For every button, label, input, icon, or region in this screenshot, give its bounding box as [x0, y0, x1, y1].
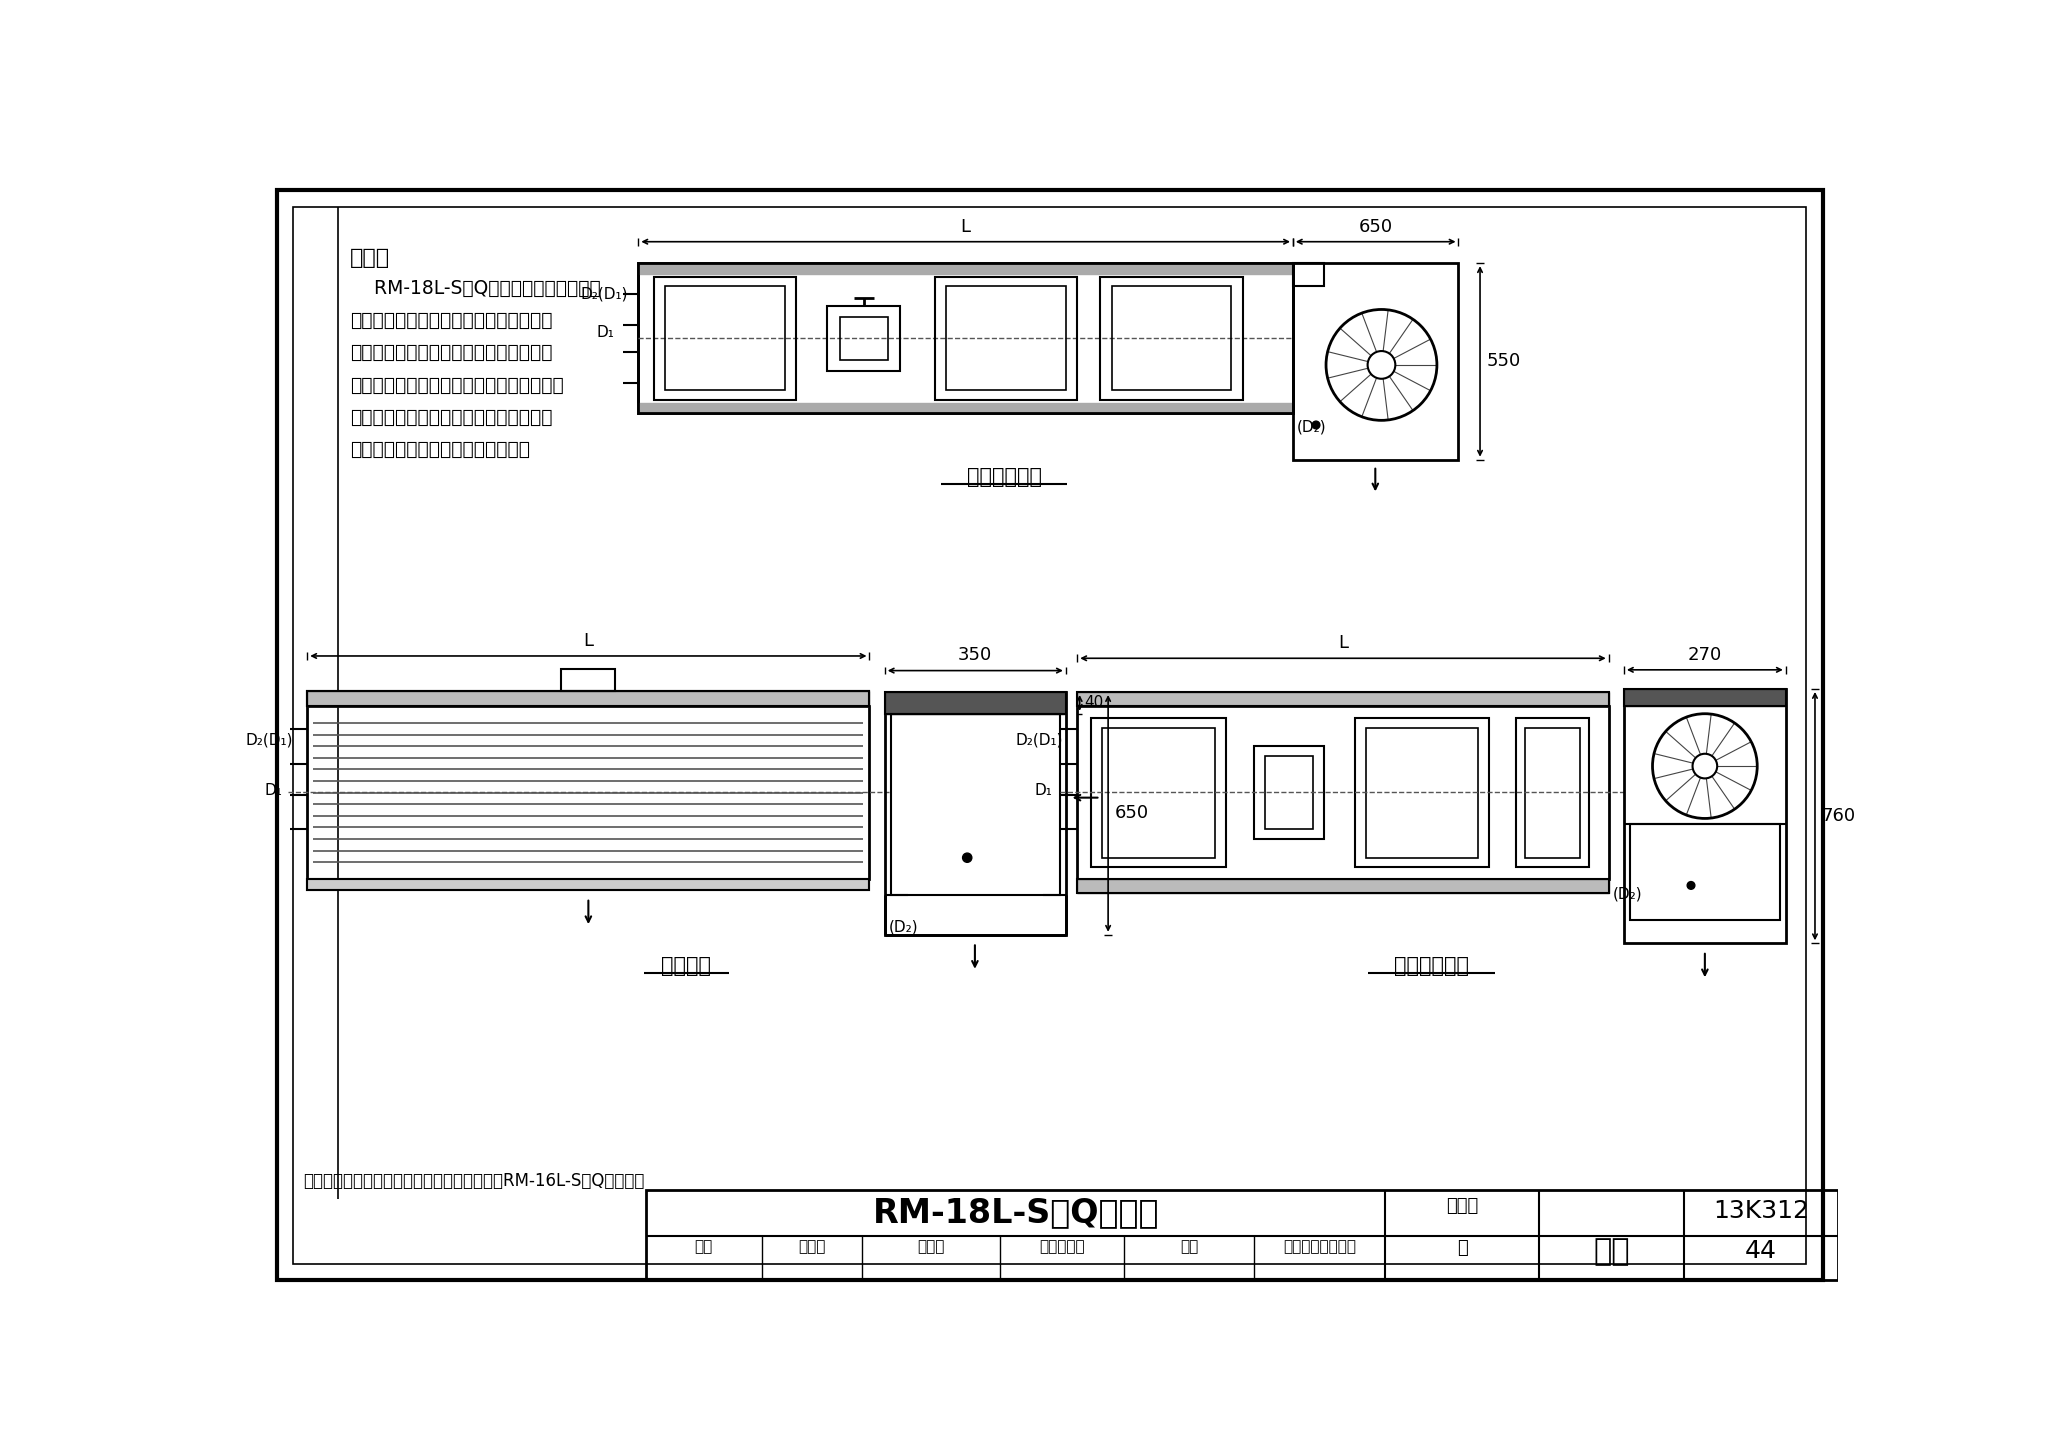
Bar: [307, 706, 870, 879]
Bar: [307, 879, 870, 890]
Text: 760: 760: [1821, 807, 1855, 826]
Bar: [1354, 718, 1489, 866]
Bar: [307, 690, 870, 706]
Text: 650: 650: [1114, 804, 1149, 823]
Text: 简介：: 简介：: [350, 248, 389, 268]
Bar: [885, 692, 1065, 713]
Bar: [1077, 879, 1608, 893]
Bar: [1526, 728, 1581, 858]
Text: 尹玄: 尹玄: [1593, 1238, 1630, 1267]
Circle shape: [1688, 881, 1696, 890]
Text: D₂(D₁): D₂(D₁): [582, 287, 629, 301]
Bar: [1077, 706, 1608, 879]
Bar: [561, 670, 614, 690]
Text: (D₂): (D₂): [1612, 887, 1642, 901]
Text: (D₂): (D₂): [1296, 419, 1327, 434]
Text: D₁: D₁: [596, 325, 614, 339]
Bar: [885, 692, 1065, 935]
Text: 40: 40: [1083, 696, 1104, 711]
Bar: [885, 692, 1065, 713]
Bar: [1255, 745, 1323, 839]
Text: D₂(D₁): D₂(D₁): [1016, 732, 1063, 748]
Text: 形式。明装机组又有前进风型和上进风型。: 形式。明装机组又有前进风型和上进风型。: [350, 376, 563, 395]
Text: 设计许远超许远超: 设计许远超许远超: [1284, 1239, 1356, 1254]
Text: 暗装立式机型: 暗装立式机型: [1395, 957, 1468, 977]
Bar: [645, 1190, 1839, 1280]
Bar: [653, 277, 797, 399]
Bar: [946, 287, 1065, 390]
Text: 暗装卧式机型: 暗装卧式机型: [967, 467, 1042, 488]
Bar: [1266, 756, 1313, 830]
Text: 550: 550: [1487, 352, 1520, 370]
Bar: [1077, 692, 1608, 706]
Circle shape: [1313, 421, 1319, 430]
Bar: [827, 306, 901, 371]
Bar: [666, 287, 784, 390]
Text: L: L: [961, 217, 971, 236]
Text: D₂(D₁): D₂(D₁): [246, 732, 293, 748]
Bar: [639, 264, 1292, 274]
Bar: [1292, 264, 1323, 287]
Bar: [1102, 728, 1214, 858]
Bar: [840, 317, 889, 360]
Text: 350: 350: [958, 646, 993, 664]
Bar: [1366, 728, 1479, 858]
Bar: [639, 264, 1292, 414]
Text: 图集号: 图集号: [1446, 1197, 1479, 1216]
Text: 650: 650: [1358, 217, 1393, 236]
Text: 270: 270: [1688, 645, 1722, 664]
Text: D₁: D₁: [1034, 783, 1053, 798]
Text: 图基础: 图基础: [918, 1239, 944, 1254]
Bar: [1516, 718, 1589, 866]
Text: 心风机、热交换器、百叶风口、外壳等组: 心风机、热交换器、百叶风口、外壳等组: [350, 312, 553, 331]
Bar: [307, 879, 870, 890]
Text: 注：明装机型的图示为前进风型，上进风型与RM-16L-S、Q型相同。: 注：明装机型的图示为前进风型，上进风型与RM-16L-S、Q型相同。: [303, 1172, 645, 1190]
Bar: [639, 264, 1292, 414]
Bar: [1624, 689, 1786, 943]
Bar: [639, 403, 1292, 414]
Bar: [1292, 264, 1458, 460]
Bar: [1624, 689, 1786, 706]
Bar: [1100, 277, 1243, 399]
Text: 页: 页: [1456, 1239, 1468, 1257]
Text: 明装机型: 明装机型: [662, 957, 711, 977]
Text: 形式多样、送风温度高、隔断效果好。适: 形式多样、送风温度高、隔断效果好。适: [350, 408, 553, 427]
Text: (D₂): (D₂): [889, 919, 918, 935]
Bar: [1624, 689, 1786, 706]
Text: 成。有明装、暗装立式、暗装卧式等几种: 成。有明装、暗装立式、暗装卧式等几种: [350, 344, 553, 363]
Text: 44: 44: [1745, 1239, 1778, 1262]
Bar: [307, 690, 870, 706]
Text: D₁: D₁: [264, 783, 283, 798]
Text: L: L: [1337, 635, 1348, 652]
Bar: [1630, 824, 1780, 920]
Text: 校对尹运基: 校对尹运基: [1038, 1239, 1085, 1254]
Bar: [1092, 718, 1227, 866]
Bar: [934, 277, 1077, 399]
Text: 审核: 审核: [694, 1239, 713, 1254]
Bar: [1077, 879, 1608, 893]
Text: 尹玄: 尹玄: [1180, 1239, 1198, 1254]
Bar: [1077, 692, 1608, 706]
Text: RM-18L-S、Q空气幕: RM-18L-S、Q空气幕: [872, 1195, 1159, 1229]
Circle shape: [963, 853, 973, 862]
Text: 周惠娟: 周惠娟: [799, 1239, 825, 1254]
Text: 用于各类工业建筑及大型公共场所。: 用于各类工业建筑及大型公共场所。: [350, 440, 530, 460]
Bar: [1112, 287, 1231, 390]
Text: 13K312: 13K312: [1712, 1198, 1808, 1223]
Text: L: L: [584, 632, 594, 649]
Text: RM-18L-S、Q热水、蒸汽空气幕由离: RM-18L-S、Q热水、蒸汽空气幕由离: [350, 278, 600, 297]
Bar: [891, 713, 1059, 894]
Bar: [307, 690, 870, 706]
